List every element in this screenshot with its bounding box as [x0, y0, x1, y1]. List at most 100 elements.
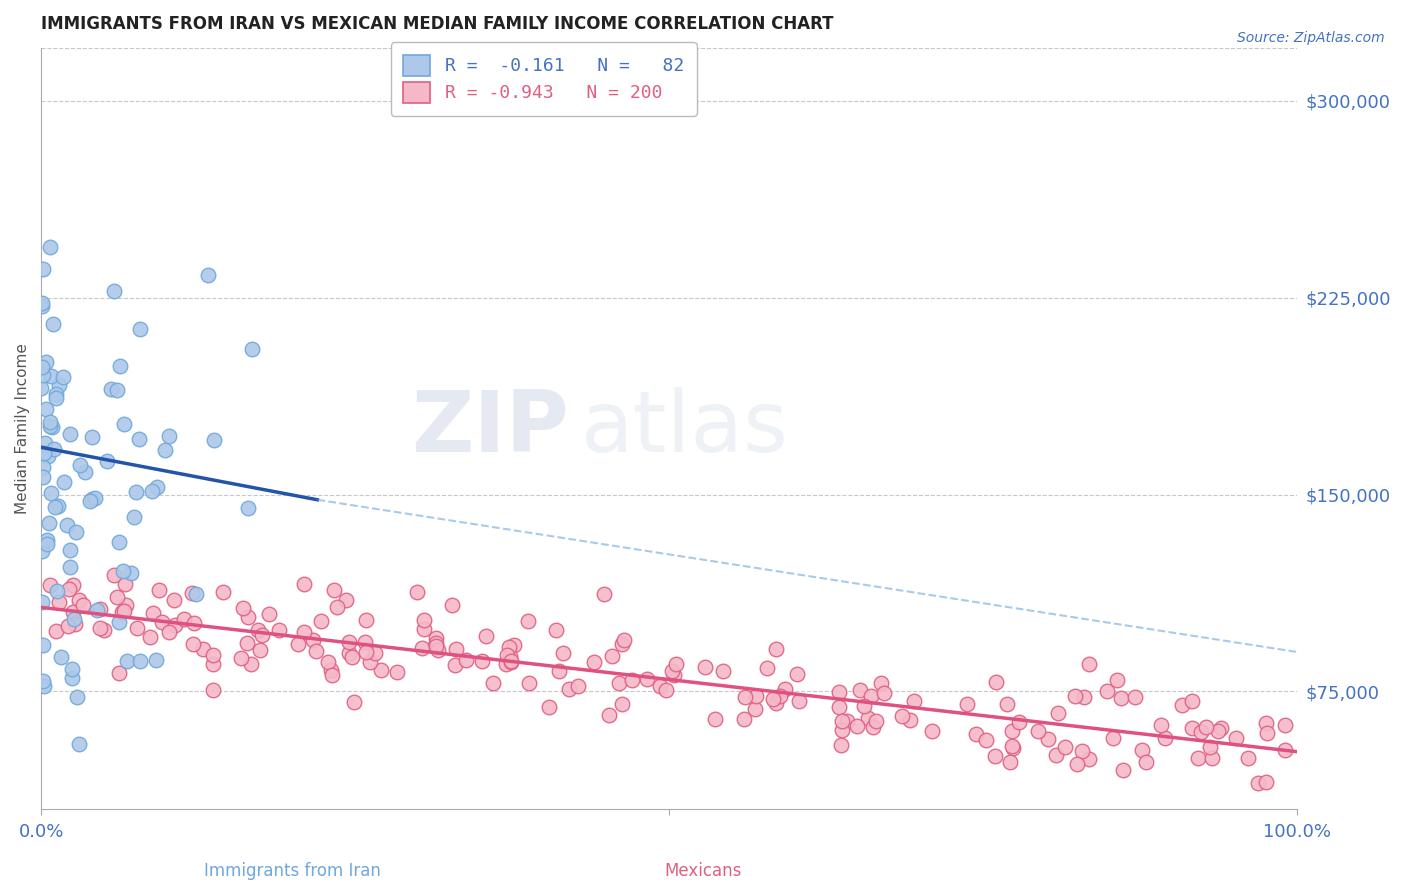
Point	[1225, 731, 1247, 745]
Point	[173, 612, 195, 626]
Point	[744, 702, 766, 716]
Point	[38, 240, 60, 254]
Point	[693, 660, 716, 674]
Point	[765, 642, 787, 657]
Legend: R =  -0.161   N =   82, R = -0.943   N = 200: R = -0.161 N = 82, R = -0.943 N = 200	[391, 42, 696, 116]
Point	[607, 676, 630, 690]
Point	[45, 392, 67, 406]
Point	[37, 533, 59, 548]
Point	[354, 644, 377, 658]
Point	[103, 567, 125, 582]
Point	[498, 648, 520, 663]
Point	[340, 649, 363, 664]
Point	[769, 689, 792, 703]
Point	[236, 635, 259, 649]
Point	[1187, 750, 1209, 764]
Point	[323, 583, 346, 598]
Point	[762, 692, 785, 706]
Point	[984, 675, 1007, 690]
Point	[128, 432, 150, 446]
Point	[1107, 673, 1129, 687]
Point	[558, 681, 581, 696]
Point	[499, 655, 522, 669]
Point	[31, 544, 53, 558]
Point	[612, 637, 634, 651]
Point	[1001, 723, 1024, 738]
Point	[326, 599, 349, 614]
Point	[122, 509, 145, 524]
Point	[145, 480, 167, 494]
Point	[89, 621, 111, 635]
Point	[31, 299, 53, 313]
Point	[128, 654, 150, 668]
Point	[240, 657, 263, 672]
Point	[1171, 698, 1194, 712]
Point	[51, 650, 73, 665]
Point	[1254, 716, 1277, 731]
Point	[711, 664, 734, 678]
Point	[39, 419, 62, 434]
Point	[1111, 690, 1133, 705]
Point	[292, 625, 315, 640]
Point	[444, 642, 467, 657]
Point	[983, 749, 1005, 764]
Point	[120, 566, 142, 581]
Point	[321, 663, 343, 677]
Point	[425, 636, 447, 650]
Point	[183, 615, 205, 630]
Point	[903, 693, 925, 707]
Point	[1201, 751, 1223, 765]
Point	[42, 442, 65, 456]
Point	[35, 537, 58, 551]
Point	[830, 738, 852, 752]
Point	[304, 643, 326, 657]
Point	[370, 663, 392, 677]
Point	[79, 494, 101, 508]
Point	[31, 674, 53, 689]
Point	[42, 317, 65, 331]
Text: Immigrants from Iran: Immigrants from Iran	[204, 863, 381, 880]
Point	[636, 672, 658, 686]
Point	[107, 665, 129, 680]
Point	[440, 598, 463, 612]
Point	[86, 603, 108, 617]
Point	[247, 623, 270, 637]
Point	[128, 322, 150, 336]
Point	[974, 732, 997, 747]
Point	[240, 342, 263, 356]
Point	[67, 737, 90, 751]
Point	[69, 458, 91, 473]
Point	[59, 542, 82, 557]
Point	[145, 653, 167, 667]
Point	[93, 623, 115, 637]
Point	[1195, 720, 1218, 734]
Point	[1071, 743, 1094, 757]
Point	[1028, 723, 1050, 738]
Point	[249, 642, 271, 657]
Point	[1181, 721, 1204, 735]
Point	[343, 695, 366, 709]
Point	[34, 436, 56, 450]
Point	[31, 469, 53, 483]
Point	[35, 401, 58, 416]
Point	[58, 582, 80, 596]
Point	[236, 500, 259, 515]
Point	[231, 650, 253, 665]
Point	[998, 755, 1021, 769]
Point	[849, 682, 872, 697]
Point	[96, 453, 118, 467]
Point	[425, 631, 447, 645]
Point	[31, 359, 53, 374]
Point	[201, 648, 224, 662]
Point	[898, 713, 921, 727]
Text: IMMIGRANTS FROM IRAN VS MEXICAN MEDIAN FAMILY INCOME CORRELATION CHART: IMMIGRANTS FROM IRAN VS MEXICAN MEDIAN F…	[41, 15, 834, 33]
Text: atlas: atlas	[581, 387, 789, 470]
Point	[665, 657, 688, 671]
Point	[544, 623, 567, 637]
Point	[831, 714, 853, 728]
Point	[202, 683, 225, 698]
Point	[48, 377, 70, 392]
Point	[72, 598, 94, 612]
Point	[321, 668, 343, 682]
Point	[292, 577, 315, 591]
